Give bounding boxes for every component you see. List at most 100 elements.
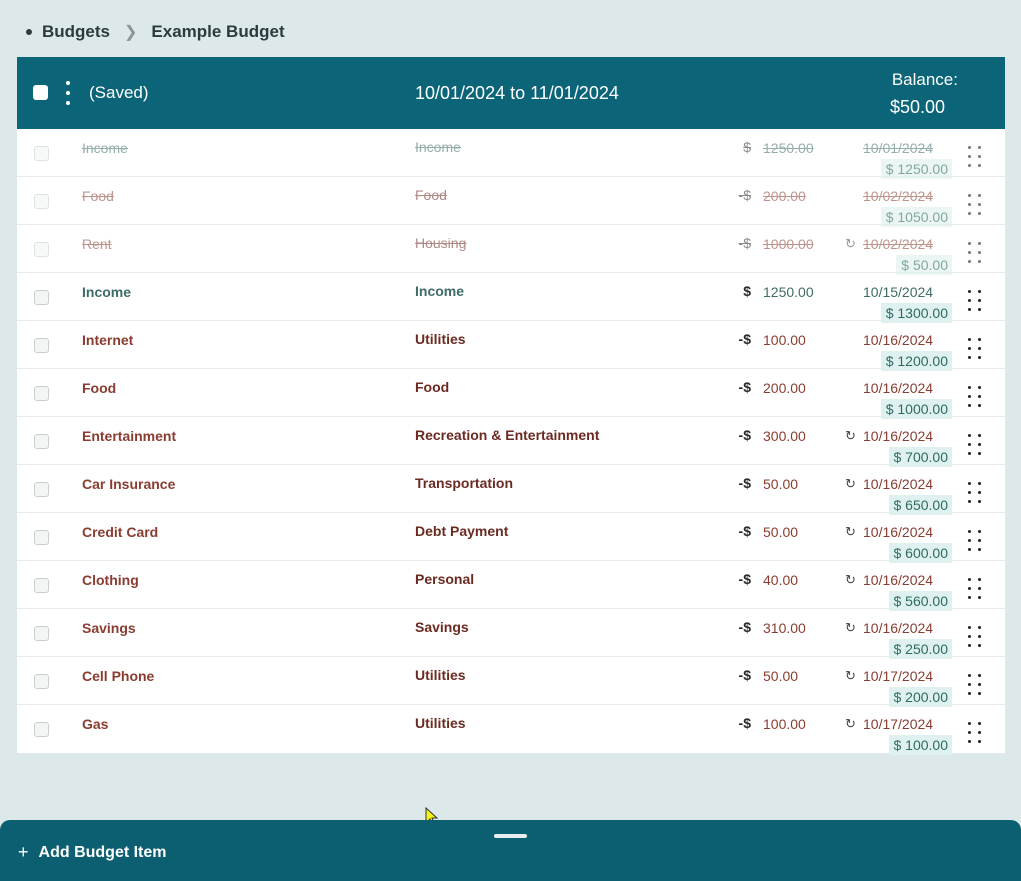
row-checkbox[interactable] (34, 482, 49, 497)
table-row[interactable]: Savings Savings -$ 310.00 ↻ 10/16/2024 $… (17, 609, 1005, 659)
item-amount[interactable]: 1000.00 (763, 236, 814, 252)
drag-handle-icon[interactable] (968, 626, 981, 648)
item-name[interactable]: Entertainment (82, 428, 177, 444)
item-name[interactable]: Food (82, 380, 117, 396)
table-row[interactable]: Internet Utilities -$ 100.00 10/16/2024 … (17, 321, 1005, 371)
drag-handle-icon[interactable] (968, 674, 981, 696)
table-row[interactable]: Credit Card Debt Payment -$ 50.00 ↻ 10/1… (17, 513, 1005, 563)
item-name[interactable]: Gas (82, 716, 109, 732)
table-row[interactable]: Gas Utilities -$ 100.00 ↻ 10/17/2024 $ 1… (17, 705, 1005, 755)
item-amount[interactable]: 1250.00 (763, 284, 814, 300)
item-date[interactable]: 10/16/2024 (863, 572, 934, 588)
running-balance: $ 1050.00 (880, 207, 952, 227)
table-row[interactable]: Rent Housing -$ 1000.00 ↻ 10/02/2024 $ 5… (17, 225, 1005, 275)
item-amount[interactable]: 100.00 (763, 716, 806, 732)
item-category[interactable]: Income (415, 139, 461, 155)
table-row[interactable]: Income Income $ 1250.00 10/15/2024 $ 130… (17, 273, 1005, 323)
drag-handle-icon[interactable] (968, 290, 981, 312)
item-amount[interactable]: 310.00 (763, 620, 806, 636)
item-category[interactable]: Debt Payment (415, 523, 509, 539)
item-name[interactable]: Rent (82, 236, 112, 252)
item-date[interactable]: 10/01/2024 (863, 140, 934, 156)
add-budget-item-button[interactable]: + Add Budget Item (18, 842, 167, 863)
item-date[interactable]: 10/16/2024 (863, 620, 934, 636)
table-row[interactable]: Food Food -$ 200.00 10/16/2024 $ 1000.00 (17, 369, 1005, 419)
row-checkbox[interactable] (34, 386, 49, 401)
item-name[interactable]: Clothing (82, 572, 139, 588)
item-name[interactable]: Savings (82, 620, 136, 636)
item-amount[interactable]: 1250.00 (763, 140, 814, 156)
row-checkbox[interactable] (34, 194, 49, 209)
item-name[interactable]: Food (82, 188, 114, 204)
select-all-checkbox[interactable] (33, 85, 48, 100)
table-row[interactable]: Cell Phone Utilities -$ 50.00 ↻ 10/17/20… (17, 657, 1005, 707)
item-date[interactable]: 10/02/2024 (863, 236, 934, 252)
item-amount[interactable]: 40.00 (763, 572, 799, 588)
row-checkbox[interactable] (34, 530, 49, 545)
item-date[interactable]: 10/16/2024 (863, 524, 934, 540)
drag-handle-icon[interactable] (968, 482, 981, 504)
repeat-icon: ↻ (845, 524, 856, 539)
item-date[interactable]: 10/16/2024 (863, 428, 934, 444)
drag-handle-icon[interactable] (968, 434, 981, 456)
item-amount[interactable]: 300.00 (763, 428, 806, 444)
item-date[interactable]: 10/16/2024 (863, 476, 934, 492)
item-category[interactable]: Personal (415, 571, 475, 587)
row-checkbox[interactable] (34, 290, 49, 305)
drag-handle-icon[interactable] (968, 722, 981, 744)
row-checkbox[interactable] (34, 626, 49, 641)
item-category[interactable]: Utilities (415, 667, 466, 683)
item-date[interactable]: 10/17/2024 (863, 668, 934, 684)
item-date[interactable]: 10/17/2024 (863, 716, 934, 732)
drag-handle-icon[interactable] (968, 530, 981, 552)
table-row[interactable]: Food Food -$ 200.00 10/02/2024 $ 1050.00 (17, 177, 1005, 227)
table-row[interactable]: Clothing Personal -$ 40.00 ↻ 10/16/2024 … (17, 561, 1005, 611)
item-date[interactable]: 10/15/2024 (863, 284, 934, 300)
row-checkbox[interactable] (34, 434, 49, 449)
item-category[interactable]: Food (415, 187, 447, 203)
more-options-icon[interactable] (63, 81, 73, 105)
drag-handle-icon[interactable] (968, 194, 981, 216)
item-amount[interactable]: 50.00 (763, 476, 799, 492)
row-checkbox[interactable] (34, 146, 49, 161)
date-range[interactable]: 10/01/2024 to 11/01/2024 (415, 83, 619, 103)
row-checkbox[interactable] (34, 674, 49, 689)
item-amount[interactable]: 100.00 (763, 332, 806, 348)
item-category[interactable]: Utilities (415, 715, 466, 731)
sheet-drag-handle[interactable] (494, 834, 527, 838)
item-name[interactable]: Car Insurance (82, 476, 176, 492)
item-category[interactable]: Housing (415, 235, 467, 251)
breadcrumb-budgets-link[interactable]: Budgets (42, 22, 110, 41)
table-row[interactable]: Income Income $ 1250.00 10/01/2024 $ 125… (17, 129, 1005, 179)
item-date[interactable]: 10/02/2024 (863, 188, 934, 204)
item-category[interactable]: Savings (415, 619, 469, 635)
item-amount[interactable]: 200.00 (763, 188, 806, 204)
item-name[interactable]: Credit Card (82, 524, 159, 540)
item-category[interactable]: Income (415, 283, 465, 299)
row-checkbox[interactable] (34, 722, 49, 737)
item-name[interactable]: Income (82, 140, 128, 156)
item-name[interactable]: Income (82, 284, 132, 300)
drag-handle-icon[interactable] (968, 338, 981, 360)
item-amount[interactable]: 50.00 (763, 668, 799, 684)
item-amount[interactable]: 200.00 (763, 380, 806, 396)
drag-handle-icon[interactable] (968, 386, 981, 408)
item-amount[interactable]: 50.00 (763, 524, 799, 540)
drag-handle-icon[interactable] (968, 242, 981, 264)
drag-handle-icon[interactable] (968, 578, 981, 600)
item-category[interactable]: Utilities (415, 331, 466, 347)
chevron-right-icon: ❯ (124, 24, 138, 41)
item-category[interactable]: Transportation (415, 475, 514, 491)
item-date[interactable]: 10/16/2024 (863, 332, 934, 348)
item-name[interactable]: Cell Phone (82, 668, 155, 684)
row-checkbox[interactable] (34, 578, 49, 593)
item-category[interactable]: Recreation & Entertainment (415, 427, 600, 443)
item-date[interactable]: 10/16/2024 (863, 380, 934, 396)
table-row[interactable]: Car Insurance Transportation -$ 50.00 ↻ … (17, 465, 1005, 515)
row-checkbox[interactable] (34, 242, 49, 257)
item-name[interactable]: Internet (82, 332, 134, 348)
item-category[interactable]: Food (415, 379, 450, 395)
table-row[interactable]: Entertainment Recreation & Entertainment… (17, 417, 1005, 467)
drag-handle-icon[interactable] (968, 146, 981, 168)
row-checkbox[interactable] (34, 338, 49, 353)
